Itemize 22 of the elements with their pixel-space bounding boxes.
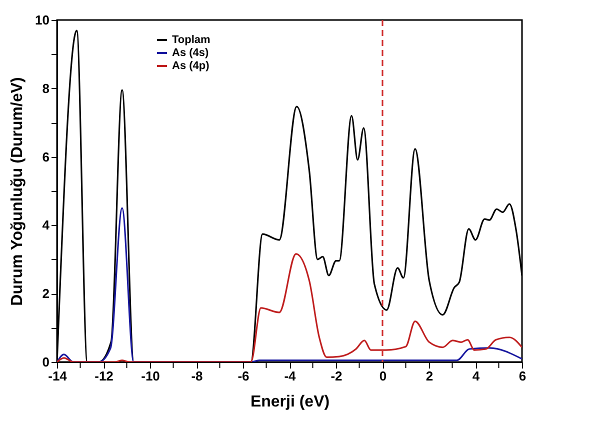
x-tick-label: 6: [518, 368, 526, 384]
x-tick-label: -2: [330, 368, 342, 384]
y-tick-label: 8: [42, 80, 50, 96]
y-tick-label: 0: [42, 354, 50, 370]
x-tick-label: -10: [141, 368, 160, 384]
x-axis-title: Enerji (eV): [250, 394, 330, 410]
y-axis-title: Durum Yoğunluğu (Durum/eV): [9, 77, 26, 306]
y-tick-label: 2: [42, 286, 50, 302]
x-tick-label: -4: [284, 368, 297, 384]
x-tick-label: 0: [379, 368, 387, 384]
x-tick-label: -12: [94, 368, 114, 384]
y-tick-label: 4: [42, 218, 50, 233]
x-tick-label: 2: [426, 368, 434, 384]
legend-label: Toplam: [172, 34, 211, 46]
y-tick-label: 6: [42, 149, 50, 164]
y-tick-label: 10: [35, 12, 50, 28]
x-tick-label: -6: [238, 368, 250, 384]
legend-label: As (4p): [172, 60, 210, 72]
x-tick-label: -8: [191, 368, 203, 384]
legend-label: As (4s): [172, 47, 210, 59]
x-tick-label: -14: [48, 368, 68, 384]
x-tick-label: 4: [472, 368, 480, 384]
